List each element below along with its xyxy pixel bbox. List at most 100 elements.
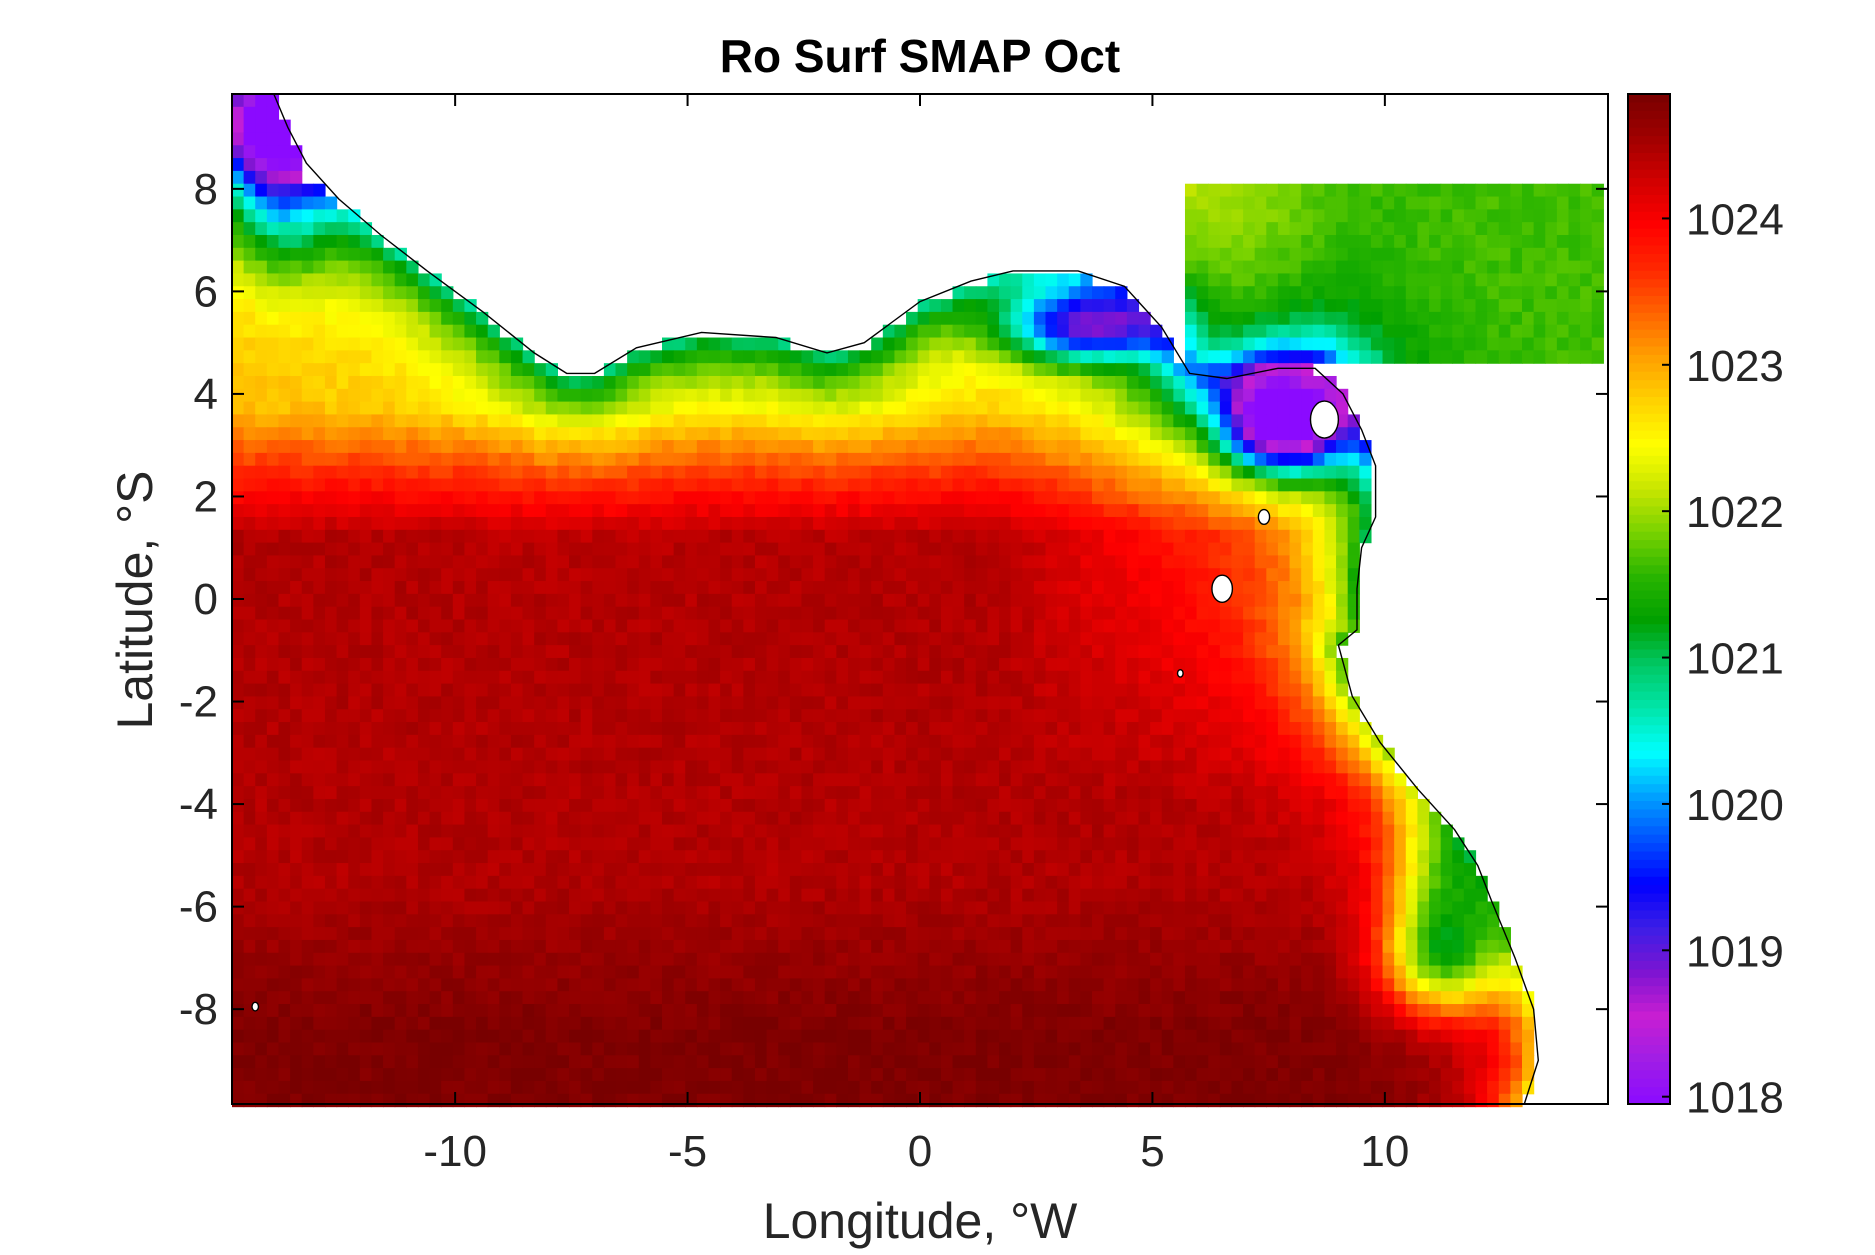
heatmap-cell <box>813 388 826 403</box>
heatmap-cell <box>615 555 628 569</box>
heatmap-cell <box>243 478 256 492</box>
heatmap-cell <box>906 670 919 685</box>
heatmap-cell <box>1092 414 1105 428</box>
heatmap-cell <box>522 427 535 441</box>
heatmap-cell <box>1138 811 1151 826</box>
heatmap-cell <box>1115 581 1128 595</box>
heatmap-cell <box>1382 863 1395 877</box>
heatmap-grid <box>232 94 1604 1108</box>
heatmap-cell <box>1382 286 1395 300</box>
heatmap-cell <box>1312 555 1326 569</box>
heatmap-cell <box>778 709 791 723</box>
heatmap-cell <box>499 555 512 569</box>
heatmap-cell <box>906 427 919 441</box>
heatmap-cell <box>754 427 768 441</box>
heatmap-cell <box>429 811 442 826</box>
heatmap-cell <box>1301 183 1314 198</box>
heatmap-cell <box>417 773 431 787</box>
heatmap-cell <box>603 504 617 518</box>
heatmap-cell <box>336 798 349 813</box>
heatmap-cell <box>1150 734 1163 749</box>
heatmap-cell <box>232 375 245 390</box>
heatmap-cell <box>1184 786 1198 800</box>
heatmap-cell <box>871 465 884 480</box>
heatmap-cell <box>243 273 256 287</box>
heatmap-cell <box>383 734 396 749</box>
heatmap-cell <box>1312 696 1326 710</box>
heatmap-cell <box>940 401 954 416</box>
heatmap-cell <box>1196 696 1209 710</box>
heatmap-cell <box>1545 286 1558 300</box>
heatmap-cell <box>301 568 314 582</box>
heatmap-cell <box>417 837 431 851</box>
heatmap-cell <box>290 632 303 646</box>
heatmap-cell <box>1103 760 1116 774</box>
heatmap-cell <box>1103 875 1116 890</box>
heatmap-cell <box>766 875 779 890</box>
heatmap-cell <box>673 465 686 480</box>
heatmap-cell <box>650 824 663 838</box>
heatmap-cell <box>1057 875 1070 890</box>
heatmap-cell <box>1126 414 1140 428</box>
heatmap-cell <box>720 722 733 736</box>
heatmap-cell <box>1277 709 1291 723</box>
heatmap-cell <box>1324 657 1337 672</box>
heatmap-cell <box>1277 722 1291 736</box>
heatmap-cell <box>301 478 314 492</box>
heatmap-cell <box>964 850 977 864</box>
heatmap-cell <box>359 247 373 262</box>
heatmap-cell <box>894 375 907 390</box>
heatmap-cell <box>278 760 291 774</box>
heatmap-cell <box>1208 850 1221 864</box>
heatmap-cell <box>290 593 303 608</box>
heatmap-cell <box>638 465 651 480</box>
heatmap-cell <box>313 555 326 569</box>
heatmap-cell <box>1475 183 1488 198</box>
heatmap-cell <box>778 619 791 633</box>
heatmap-cell <box>441 606 454 621</box>
heatmap-cell <box>1277 440 1291 454</box>
heatmap-cell <box>1068 722 1081 736</box>
heatmap-cell <box>313 760 326 774</box>
heatmap-cell <box>510 657 524 672</box>
heatmap-cell <box>1103 388 1116 403</box>
heatmap-cell <box>894 504 907 518</box>
heatmap-cell <box>1301 760 1314 774</box>
heatmap-cell <box>1219 209 1233 223</box>
heatmap-cell <box>232 170 245 185</box>
heatmap-cell <box>882 696 896 710</box>
heatmap-cell <box>603 363 617 377</box>
heatmap-cell <box>313 311 326 326</box>
heatmap-cell <box>1080 709 1093 723</box>
heatmap-cell <box>1103 452 1116 467</box>
heatmap-cell <box>778 568 791 582</box>
heatmap-cell <box>987 478 1000 492</box>
heatmap-cell <box>987 747 1000 762</box>
heatmap-cell <box>336 414 349 428</box>
heatmap-cell <box>1068 747 1081 762</box>
heatmap-cell <box>731 670 744 685</box>
heatmap-cell <box>534 837 547 851</box>
heatmap-cell <box>929 709 942 723</box>
heatmap-cell <box>1173 619 1186 633</box>
heatmap-cell <box>1324 850 1337 864</box>
heatmap-cell <box>522 581 535 595</box>
heatmap-cell <box>1022 824 1035 838</box>
heatmap-cell <box>1161 542 1174 557</box>
heatmap-cell <box>336 606 349 621</box>
heatmap-cell <box>1022 696 1035 710</box>
heatmap-cell <box>627 350 640 364</box>
heatmap-cell <box>1010 747 1023 762</box>
heatmap-cell <box>789 645 803 659</box>
heatmap-cell <box>476 337 489 351</box>
heatmap-cell <box>429 363 442 377</box>
heatmap-cell <box>1510 196 1523 210</box>
heatmap-cell <box>696 593 710 608</box>
heatmap-cell <box>592 696 605 710</box>
heatmap-cell <box>348 568 361 582</box>
heatmap-cell <box>1336 196 1349 210</box>
heatmap-cell <box>1568 196 1581 210</box>
heatmap-cell <box>999 401 1012 416</box>
heatmap-cell <box>1266 811 1279 826</box>
heatmap-cell <box>383 696 396 710</box>
